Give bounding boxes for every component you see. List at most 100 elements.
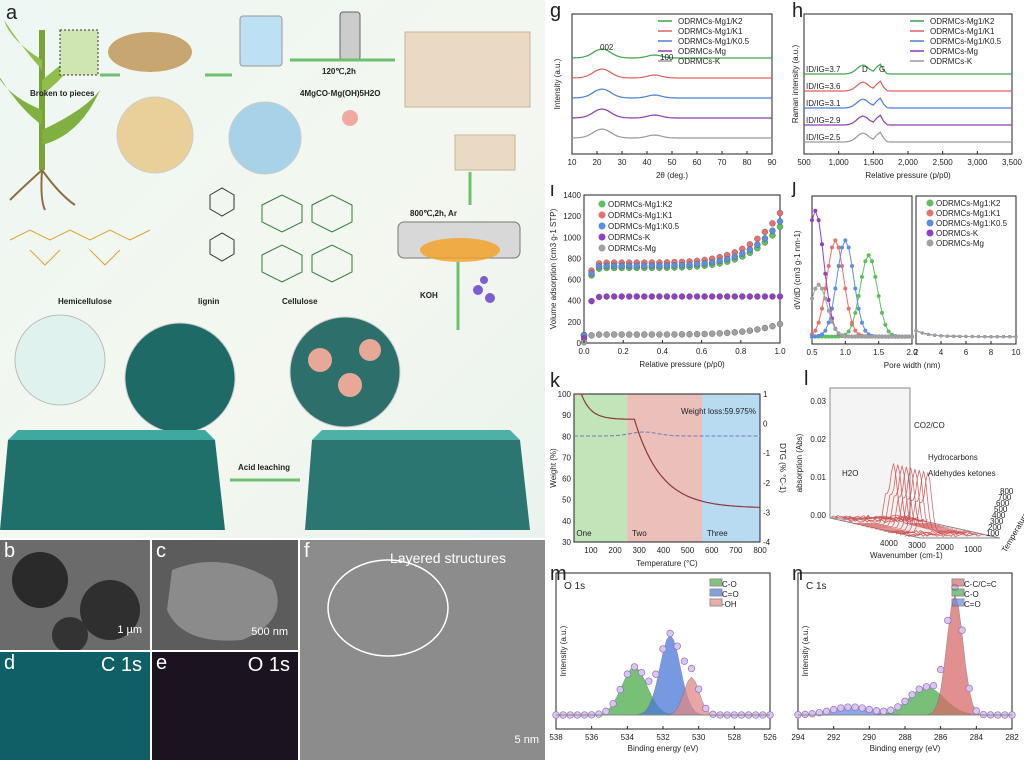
x-axis-label: Relative pressure (p/p0) <box>639 360 725 369</box>
xps-data-point <box>823 708 830 715</box>
isotherm-point <box>671 293 677 299</box>
isotherm-point <box>641 293 647 299</box>
xps-data-point <box>923 683 930 690</box>
xps-data-point <box>617 686 624 693</box>
isotherm-point <box>589 332 595 338</box>
legend-label: ODRMCs-Mg1/K1 <box>930 27 995 36</box>
x-axis-label: Binding energy (eV) <box>628 744 699 753</box>
isotherm-point <box>739 329 745 335</box>
eds-o-label: O 1s <box>248 654 290 677</box>
x-tick-label: 3000 <box>908 541 926 550</box>
pore-zoom-circle <box>125 323 235 433</box>
panel-label-i: i <box>550 185 554 202</box>
xps-data-point <box>845 704 852 711</box>
x-tick-label: 4 <box>939 348 944 357</box>
legend-marker <box>599 223 606 230</box>
xps-title: C 1s <box>806 581 827 592</box>
isotherm-point <box>634 293 640 299</box>
xps-data-point <box>909 691 916 698</box>
y-tick-label: 30 <box>562 538 571 547</box>
isotherm-point <box>656 263 662 269</box>
x-tick-label: 0.5 <box>806 348 818 357</box>
stage-label: Three <box>707 529 728 538</box>
x-tick-label: 1.0 <box>774 347 786 356</box>
y-tick-label: 60 <box>562 475 571 484</box>
raman-chart: ID/IG=3.7ID/IG=3.6ID/IG=3.1ID/IG=2.9ID/I… <box>790 0 1024 185</box>
xps-data-point <box>681 658 688 665</box>
scale-bar-c: 500 nm <box>251 626 288 638</box>
x-tick-label: 534 <box>621 733 635 742</box>
y-axis-label: Weight (%) <box>549 448 558 488</box>
annotation-h2o: H2O <box>842 469 858 478</box>
y-axis-label: Intensity (a.u.) <box>553 58 562 109</box>
isotherm-point <box>626 332 632 338</box>
isotherm-point <box>777 210 783 216</box>
chart-h: h ID/IG=3.7 ID/IG=3.6 ID/IG=3.1 ID/IG=2.9 ID… <box>790 0 1024 185</box>
xps-data-point <box>930 682 937 689</box>
x-tick-label: 700 <box>729 546 743 555</box>
x-tick-label: 2,000 <box>898 158 919 167</box>
legend-swatch <box>710 599 722 606</box>
ratio-label: ID/IG=3.6 <box>806 82 841 91</box>
legend-label: ODRMCs-Mg1/K2 <box>930 17 995 26</box>
cellulose-label: Cellulose <box>282 297 318 306</box>
legend-label: C=O <box>722 590 739 599</box>
isotherm-point <box>724 256 730 262</box>
isotherm-point <box>687 331 693 337</box>
x-tick-label: 3,500 <box>1002 158 1023 167</box>
isotherm-point <box>596 294 602 300</box>
legend-label: ODRMCs-Mg1:K0.5 <box>608 222 680 231</box>
broken-label: Broken to pieces <box>30 89 95 98</box>
isotherm-point <box>724 330 730 336</box>
solution-zoom-circle <box>229 102 301 174</box>
panel-label-e: e <box>156 652 167 675</box>
ratio-label: ID/IG=3.7 <box>806 65 841 74</box>
y-tick-label: 400 <box>568 297 582 306</box>
panel-label-d: d <box>4 652 15 675</box>
x-tick-label: 2000 <box>936 543 954 552</box>
annotation-co2: CO2/CO <box>914 421 945 430</box>
legend-swatch <box>710 589 722 596</box>
legend-label: ODRMCs-Mg <box>930 47 978 56</box>
xps-data-point <box>645 678 652 685</box>
x-tick-label: 70 <box>718 158 727 167</box>
xps-data-point <box>802 711 809 718</box>
legend-label: ODRMCs-Mg <box>678 47 726 56</box>
lignin-structure <box>210 188 234 261</box>
xps-o1s-chart: O 1s C-OC=O-OH 538 536 534 532 530 528 526 Bindin… <box>548 565 788 760</box>
scale-bar-b: 1 µm <box>117 624 142 636</box>
isotherm-point <box>611 293 617 299</box>
isotherm-point <box>656 332 662 338</box>
x-axis-label: Binding energy (eV) <box>870 744 941 753</box>
x-tick-label: 30 <box>618 158 627 167</box>
xps-data-point <box>809 710 816 717</box>
sem-image-c: c 500 nm <box>152 540 298 650</box>
xps-data-point <box>603 708 610 715</box>
y-tick-label: 40 <box>562 517 571 526</box>
isotherm-point <box>754 242 760 248</box>
x-tick-label: 500 <box>681 546 695 555</box>
isotherm-point <box>777 321 783 327</box>
precursor-small-block <box>455 135 515 170</box>
xps-data-point <box>703 705 710 712</box>
legend-marker <box>927 240 934 247</box>
y-tick-label: 1200 <box>563 212 581 221</box>
isotherm-point <box>626 263 632 269</box>
x-tick-label: 294 <box>791 733 805 742</box>
isotherm-point <box>709 293 715 299</box>
chart-g: g 002 100 ODRMCs-Mg1/K2 ODRMCs-Mg1/K1 ODRMCs… <box>548 0 788 185</box>
autoclave-icon <box>340 12 360 60</box>
xps-data-point <box>902 698 909 705</box>
xps-data-point <box>710 711 717 718</box>
isotherm-point <box>769 323 775 329</box>
stage-two-band <box>627 394 702 542</box>
xps-data-point <box>945 617 952 624</box>
x-tick-label: 6 <box>964 348 969 357</box>
isotherm-point <box>769 220 775 226</box>
xps-data-point <box>973 708 980 715</box>
xps-data-point <box>880 708 887 715</box>
fiber-zoom-circle <box>117 97 193 173</box>
xps-data-point <box>695 686 702 693</box>
stage-three-band <box>702 394 760 542</box>
legend-label: ODRMCs-Mg1/K0.5 <box>678 37 750 46</box>
